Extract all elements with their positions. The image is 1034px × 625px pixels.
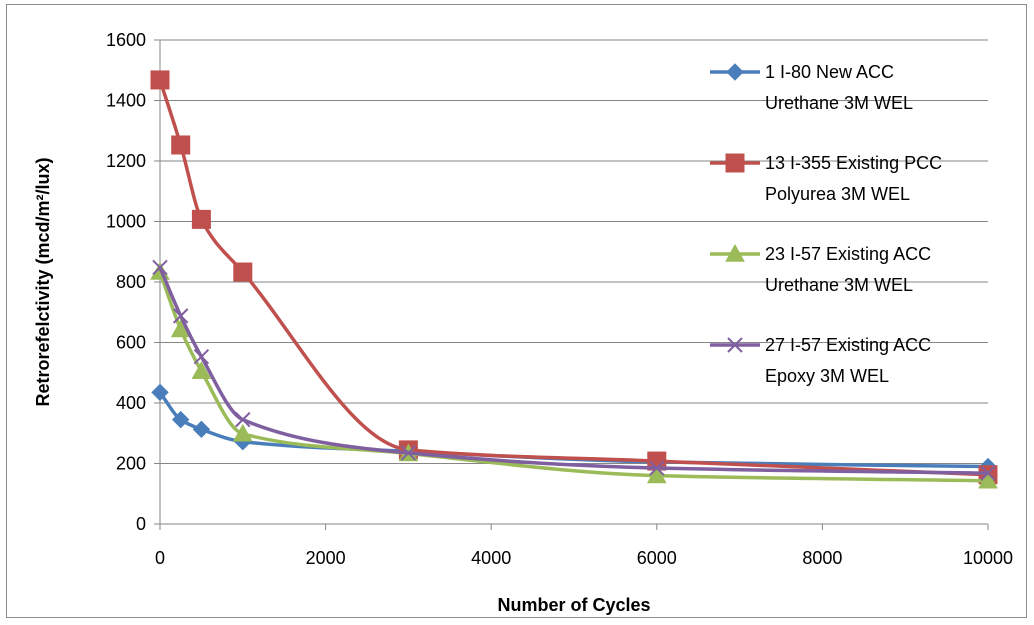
series-2	[150, 70, 998, 485]
legend-label: Epoxy 3M WEL	[765, 366, 889, 386]
legend-item-2: 13 I-355 Existing PCC Polyurea 3M WEL	[710, 153, 942, 204]
series-line	[158, 79, 989, 477]
data-point	[171, 135, 191, 155]
series-line	[158, 266, 989, 475]
series-4	[152, 259, 996, 481]
x-axis-title: Number of Cycles	[497, 595, 650, 615]
legend-label: Urethane 3M WEL	[765, 93, 913, 113]
data-point	[191, 209, 211, 229]
data-point	[233, 262, 253, 282]
data-point	[193, 349, 210, 365]
legend-label: 23 I-57 Existing ACC	[765, 244, 931, 264]
series-1	[151, 383, 997, 476]
y-tick-label: 200	[116, 454, 146, 474]
data-point	[151, 383, 169, 402]
y-tick-label: 1600	[106, 30, 146, 50]
y-tick-label: 1200	[106, 151, 146, 171]
y-tick-label: 400	[116, 393, 146, 413]
data-point	[400, 445, 417, 461]
legend: 1 I-80 New ACC Urethane 3M WEL 13 I-355 Ex…	[710, 62, 942, 386]
legend-marker	[725, 153, 745, 173]
x-tick-label: 8000	[802, 548, 842, 568]
data-point	[192, 420, 211, 439]
legend-label: 1 I-80 New ACC	[765, 62, 894, 82]
legend-item-3: 23 I-57 Existing ACC Urethane 3M WEL	[710, 243, 931, 295]
legend-label: 13 I-355 Existing PCC	[765, 153, 942, 173]
y-tick-label: 1000	[106, 212, 146, 232]
data-point	[646, 465, 667, 484]
legend-item-1: 1 I-80 New ACC Urethane 3M WEL	[710, 62, 913, 113]
y-tick-label: 800	[116, 272, 146, 292]
data-point	[232, 423, 253, 442]
legend-label: 27 I-57 Existing ACC	[765, 335, 931, 355]
x-tick-label: 6000	[637, 548, 677, 568]
y-tick-label: 0	[136, 514, 146, 534]
x-tick-label: 10000	[963, 548, 1013, 568]
y-axis-title: Retrorefelctivity (mcd/m²/lux)	[33, 157, 53, 406]
legend-marker	[727, 337, 743, 353]
y-tick-label: 1400	[106, 91, 146, 111]
data-point	[649, 460, 665, 476]
x-tick-label: 0	[155, 548, 165, 568]
legend-label: Polyurea 3M WEL	[765, 184, 910, 204]
data-point	[171, 410, 190, 429]
data-point	[980, 465, 996, 481]
y-tick-label: 600	[116, 333, 146, 353]
x-tick-label: 4000	[471, 548, 511, 568]
data-point	[172, 308, 189, 324]
data-point	[978, 470, 998, 489]
data-point	[152, 259, 168, 276]
data-point	[235, 411, 251, 428]
data-point	[191, 361, 212, 379]
data-point	[150, 70, 170, 90]
legend-item-4: 27 I-57 Existing ACC Epoxy 3M WEL	[710, 335, 931, 386]
legend-marker	[725, 243, 745, 262]
x-tick-label: 2000	[306, 548, 346, 568]
series-line	[158, 391, 989, 469]
legend-marker	[726, 63, 744, 81]
legend-label: Urethane 3M WEL	[765, 275, 913, 295]
